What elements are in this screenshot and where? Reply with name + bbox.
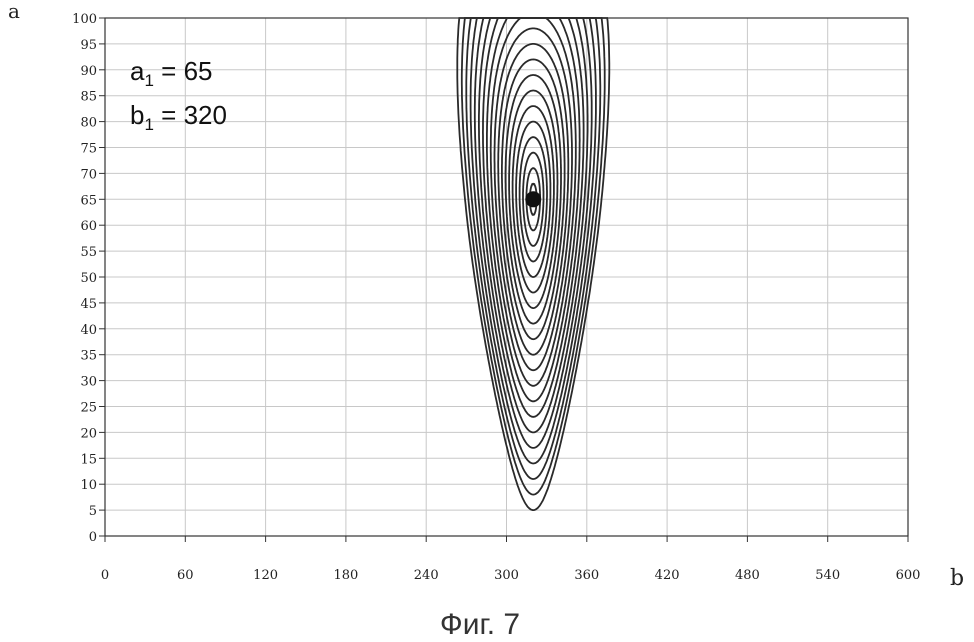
contour-line — [462, 18, 605, 495]
annotation-a1: a1 = 65 — [130, 56, 213, 90]
x-tick-label: 120 — [253, 568, 278, 583]
y-tick-label: 95 — [80, 38, 97, 53]
figure-caption: Фиг. 7 — [440, 608, 520, 641]
y-tick-label: 40 — [80, 323, 97, 338]
y-tick-label: 15 — [80, 452, 97, 467]
x-axis-ticks: 0 60 120 180 240 300 360 420 480 540 600 — [101, 536, 921, 583]
y-tick-label: 75 — [80, 142, 97, 157]
y-tick-label: 70 — [80, 167, 97, 182]
x-tick-label: 360 — [574, 568, 599, 583]
y-tick-label: 60 — [80, 219, 97, 234]
y-tick-label: 80 — [80, 116, 97, 131]
x-tick-label: 300 — [494, 568, 519, 583]
x-tick-label: 600 — [896, 568, 921, 583]
x-tick-label: 240 — [414, 568, 439, 583]
y-tick-label: 0 — [89, 530, 97, 545]
y-tick-label: 35 — [80, 349, 97, 364]
y-axis-label: a — [8, 0, 20, 23]
x-tick-label: 540 — [815, 568, 840, 583]
y-tick-label: 45 — [80, 297, 97, 312]
y-tick-label: 55 — [80, 245, 97, 260]
y-tick-label: 5 — [89, 504, 97, 519]
y-tick-label: 30 — [80, 375, 97, 390]
x-tick-label: 480 — [735, 568, 760, 583]
x-tick-label: 60 — [177, 568, 194, 583]
x-axis-label: b — [950, 566, 964, 591]
x-tick-label: 420 — [655, 568, 680, 583]
optimum-point-marker — [525, 191, 541, 207]
y-axis-ticks: 0 5 10 15 20 25 30 35 40 45 50 55 60 65 70 75 80 85 90 95 10… — [72, 12, 105, 545]
y-tick-label: 25 — [80, 401, 97, 416]
y-tick-label: 50 — [80, 271, 97, 286]
y-tick-label: 85 — [80, 90, 97, 105]
x-tick-label: 0 — [101, 568, 109, 583]
y-tick-label: 100 — [72, 12, 97, 27]
x-tick-label: 180 — [333, 568, 358, 583]
y-tick-label: 65 — [80, 193, 97, 208]
y-tick-label: 20 — [80, 426, 97, 441]
annotation-b1: b1 = 320 — [130, 100, 227, 134]
y-tick-label: 90 — [80, 64, 97, 79]
y-tick-label: 10 — [80, 478, 97, 493]
